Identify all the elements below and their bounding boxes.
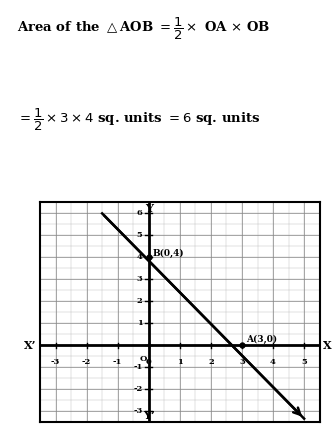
- Text: 2: 2: [208, 357, 214, 366]
- Text: -2: -2: [133, 385, 143, 393]
- Text: -3: -3: [51, 357, 60, 366]
- Text: 5: 5: [137, 231, 143, 239]
- Text: Y’: Y’: [143, 410, 155, 422]
- Text: 3: 3: [239, 357, 245, 366]
- Text: 0: 0: [146, 357, 152, 366]
- Text: 1: 1: [137, 319, 143, 327]
- Text: -1: -1: [133, 363, 143, 371]
- Text: -3: -3: [133, 407, 143, 415]
- Text: B(0,4): B(0,4): [153, 249, 184, 258]
- Text: X: X: [323, 340, 331, 351]
- Text: A(3,0): A(3,0): [246, 335, 277, 344]
- Text: Area of the $\triangle$AOB $= \dfrac{1}{2} \times$ OA $\times$ OB: Area of the $\triangle$AOB $= \dfrac{1}{…: [17, 15, 270, 42]
- Text: -2: -2: [82, 357, 91, 366]
- Text: -1: -1: [113, 357, 122, 366]
- Text: 3: 3: [137, 275, 143, 283]
- Text: 2: 2: [137, 297, 143, 305]
- Text: 6: 6: [137, 209, 143, 217]
- Text: O: O: [140, 355, 147, 363]
- Text: X’: X’: [24, 340, 37, 351]
- Text: 1: 1: [177, 357, 183, 366]
- Text: 4: 4: [270, 357, 276, 366]
- Text: $= \dfrac{1}{2} \times 3 \times 4$ sq. units $= 6$ sq. units: $= \dfrac{1}{2} \times 3 \times 4$ sq. u…: [17, 106, 260, 132]
- Text: 4: 4: [137, 253, 143, 261]
- Text: 5: 5: [301, 357, 307, 366]
- Text: Y: Y: [145, 203, 153, 214]
